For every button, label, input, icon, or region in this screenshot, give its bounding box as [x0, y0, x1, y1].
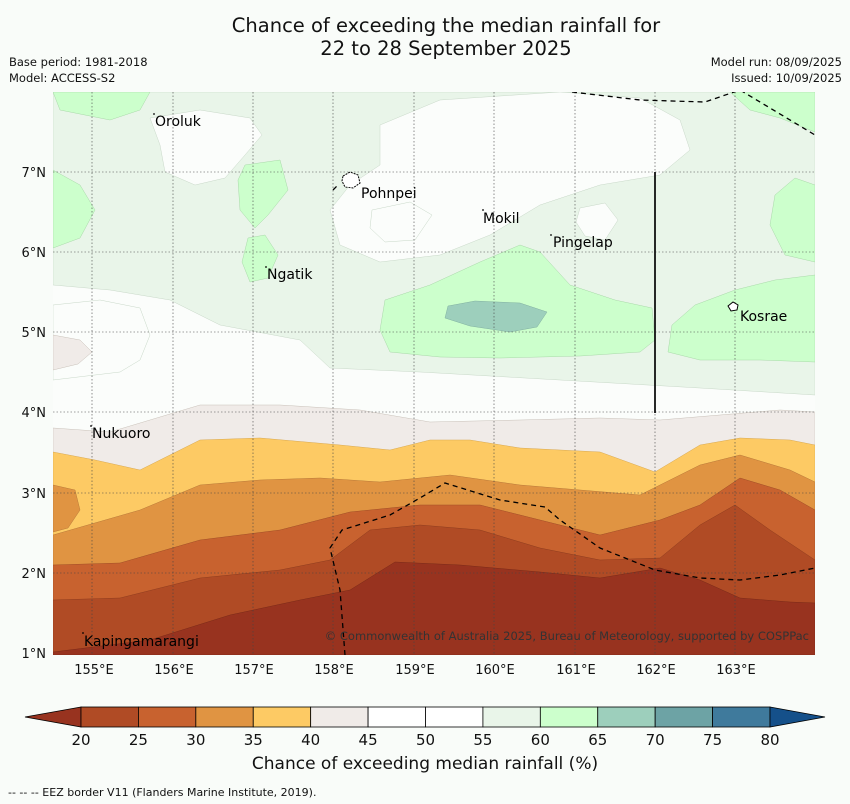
label-kosrae: Kosrae [740, 309, 787, 325]
map-plot: Oroluk Pohnpei Mokil Pingelap Ngatik Kos… [53, 92, 815, 655]
lon-tick-159: 159°E [395, 663, 435, 678]
title-line-1: Chance of exceeding the median rainfall … [231, 14, 661, 37]
place-labels: Oroluk Pohnpei Mokil Pingelap Ngatik Kos… [84, 114, 787, 650]
lat-tick-5: 5°N [22, 326, 47, 341]
colorbar-ticks: 20 25 30 35 40 45 50 55 60 65 70 75 80 [71, 731, 779, 749]
lon-axis: 155°E 156°E 157°E 158°E 159°E 160°E 161°… [74, 663, 756, 678]
colorbar-segment [712, 706, 771, 728]
region-below-20 [53, 561, 815, 655]
colorbar-segment [539, 706, 599, 728]
colorbar-segment [597, 706, 656, 728]
label-pohnpei: Pohnpei [361, 186, 417, 202]
region-60-65-east [769, 177, 815, 263]
lon-tick-157: 157°E [234, 663, 274, 678]
lon-tick-161: 161°E [556, 663, 596, 678]
colorbar-tick-label: 30 [186, 731, 205, 749]
colorbar-tick-label: 70 [646, 731, 665, 749]
model-text: Model: ACCESS-S2 [9, 71, 116, 85]
lat-tick-1: 1°N [22, 647, 47, 662]
colorbar-label: Chance of exceeding median rainfall (%) [251, 754, 599, 774]
colorbar-tick-label: 75 [703, 731, 722, 749]
copyright-text: © Commonwealth of Australia 2025, Bureau… [325, 629, 809, 643]
region-60-65-mid [237, 159, 289, 229]
colorbar-segment [367, 706, 426, 728]
lat-tick-3: 3°N [22, 487, 47, 502]
colorbar-tick-label: 45 [359, 731, 378, 749]
atoll-markers [82, 113, 552, 634]
lon-tick-158: 158°E [314, 663, 354, 678]
lon-tick-156: 156°E [154, 663, 194, 678]
label-pingelap: Pingelap [553, 235, 613, 251]
region-50-55-pingelap [575, 202, 619, 241]
lat-tick-6: 6°N [22, 246, 47, 261]
meta-right: Model run: 08/09/2025 Issued: 10/09/2025 [711, 54, 842, 86]
title-line-2: 22 to 28 September 2025 [320, 37, 572, 60]
region-60-65-kosrae [667, 274, 815, 363]
region-65-70 [444, 300, 548, 333]
lon-tick-163: 163°E [716, 663, 756, 678]
label-nukuoro: Nukuoro [92, 426, 150, 442]
lon-tick-155: 155°E [74, 663, 114, 678]
region-60-65-ngatik [241, 234, 279, 283]
lon-tick-160: 160°E [475, 663, 515, 678]
colorbar-segment [425, 706, 484, 728]
base-period-text: Base period: 1981-2018 [9, 55, 148, 69]
colorbar-segment [80, 706, 139, 728]
colorbar-segment [654, 706, 713, 728]
region-30-35-west [53, 484, 81, 533]
colorbar-tick-label: 60 [531, 731, 550, 749]
eez-border [329, 92, 815, 655]
colorbar-segment [252, 706, 312, 728]
colorbar-tick-label: 55 [473, 731, 492, 749]
colorbar-tick-label: 50 [416, 731, 435, 749]
colorbar-tick-label: 80 [760, 731, 779, 749]
label-ngatik: Ngatik [267, 267, 313, 283]
colorbar-segment [195, 706, 254, 728]
label-oroluk: Oroluk [155, 114, 202, 130]
lat-tick-2: 2°N [22, 567, 47, 582]
region-45-50-west [53, 334, 93, 371]
region-60-65-nw [53, 92, 151, 121]
colorbar-tick-label: 25 [129, 731, 148, 749]
region-60-65-west [53, 169, 96, 249]
pohnpei-island [341, 171, 361, 189]
colorbar-segment [482, 706, 541, 728]
colorbar-segment [310, 706, 369, 728]
colorbar [24, 706, 826, 728]
chart-title: Chance of exceeding the median rainfall … [0, 14, 850, 60]
lat-tick-7: 7°N [22, 166, 47, 181]
lat-axis: 1°N 2°N 3°N 4°N 5°N 6°N 7°N [22, 166, 47, 662]
region-60-65-central [379, 244, 656, 359]
colorbar-tick-label: 35 [244, 731, 263, 749]
colorbar-tick-label: 65 [588, 731, 607, 749]
kosrae-island [727, 301, 739, 312]
issued-text: Issued: 10/09/2025 [731, 71, 842, 85]
lat-tick-4: 4°N [22, 406, 47, 421]
colorbar-tick-label: 40 [301, 731, 320, 749]
colorbar-over-arrow [769, 706, 826, 728]
colorbar-tick-label: 20 [71, 731, 90, 749]
region-50-55-pohnpei [369, 201, 433, 243]
colorbar-segment [138, 706, 197, 728]
colorbar-under-arrow [24, 706, 82, 728]
model-run-text: Model run: 08/09/2025 [710, 55, 842, 69]
label-mokil: Mokil [483, 211, 520, 227]
label-kapingamarangi: Kapingamarangi [84, 634, 199, 650]
footer-note: -- -- -- EEZ border V11 (Flanders Marine… [8, 786, 317, 799]
meta-left: Base period: 1981-2018 Model: ACCESS-S2 [9, 54, 148, 86]
lon-tick-162: 162°E [636, 663, 676, 678]
region-50-55-oroluk [149, 109, 263, 186]
